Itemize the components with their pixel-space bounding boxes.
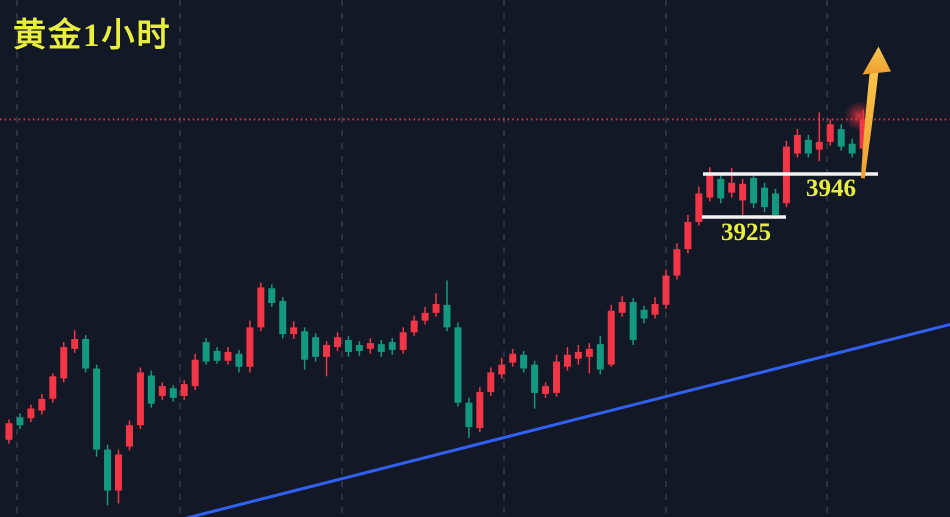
candle-body — [772, 193, 779, 215]
candle-body — [629, 301, 637, 341]
gridlines — [16, 0, 828, 517]
candle-body — [706, 172, 714, 198]
candlestick-series — [5, 109, 867, 506]
candle-body — [673, 249, 681, 276]
candle-body — [443, 304, 451, 328]
candle-body — [82, 339, 90, 369]
candle-body — [312, 337, 320, 357]
candle-body — [27, 408, 35, 419]
candle-body — [71, 339, 79, 349]
candle-body — [366, 343, 374, 349]
candle-body — [815, 141, 823, 150]
candle-body — [563, 354, 571, 367]
candle-body — [498, 364, 506, 375]
candle-body — [728, 182, 736, 193]
chart-title: 黄金1小时 — [13, 18, 172, 54]
candle-body — [257, 287, 265, 328]
candle-body — [826, 124, 834, 142]
resistance-level-label: 3946 — [806, 175, 856, 202]
candle-body — [607, 310, 615, 365]
candle-body — [16, 417, 24, 426]
candle-body — [509, 353, 517, 363]
candle-body — [60, 347, 68, 379]
candle-body — [596, 344, 604, 370]
candle-body — [618, 301, 626, 313]
candle-body — [224, 351, 232, 361]
candle-body — [761, 187, 769, 208]
candle-body — [136, 372, 144, 426]
candle-body — [695, 193, 703, 222]
candle-body — [5, 423, 13, 440]
candle-body — [115, 454, 122, 491]
candle-body — [93, 368, 101, 450]
candle-body — [202, 342, 210, 362]
candle-body — [301, 331, 309, 360]
candle-body — [125, 425, 133, 447]
candle-body — [432, 304, 440, 313]
candle-body — [454, 327, 462, 403]
candle-body — [388, 342, 396, 350]
candle-body — [104, 449, 112, 491]
candle-body — [640, 309, 648, 319]
candle-body — [531, 364, 539, 393]
candle-body — [290, 327, 298, 335]
candle-body — [399, 332, 407, 350]
candle-body — [279, 300, 287, 335]
candle-body — [585, 348, 593, 357]
candle-body — [355, 344, 363, 351]
candle-body — [344, 340, 352, 352]
candle-body — [268, 288, 276, 303]
candle-body — [49, 376, 57, 399]
candle-body — [235, 353, 243, 367]
candle-body — [246, 327, 254, 367]
candle-body — [739, 183, 747, 201]
candle-body — [334, 337, 341, 348]
candle-body — [542, 386, 550, 394]
candle-body — [421, 312, 429, 321]
candle-body — [191, 359, 199, 387]
up-arrow-head — [862, 46, 891, 75]
candle-body — [837, 129, 845, 147]
candle-body — [574, 351, 582, 359]
candle-body — [651, 304, 659, 315]
candle-body — [476, 392, 484, 429]
candle-body — [553, 361, 560, 393]
candle-body — [169, 388, 177, 398]
candle-body — [859, 119, 867, 149]
candle-body — [323, 344, 331, 357]
candle-body — [804, 139, 812, 154]
candle-body — [158, 386, 166, 396]
candle-body — [377, 344, 385, 352]
support-level-label: 3925 — [721, 219, 771, 246]
up-arrow-shaft — [861, 71, 879, 179]
candle-body — [180, 384, 188, 396]
candle-body — [410, 320, 418, 333]
candle-body — [662, 275, 670, 305]
candle-body — [465, 402, 473, 428]
trend-line[interactable] — [175, 322, 950, 517]
candle-body — [487, 372, 495, 393]
candle-body — [717, 178, 725, 199]
candle-body — [848, 143, 856, 154]
candle-body — [147, 375, 155, 404]
candle-body — [520, 354, 528, 369]
candle-body — [750, 177, 758, 204]
candle-body — [38, 398, 46, 411]
candle-body — [213, 350, 221, 361]
candle-body — [684, 221, 692, 250]
candle-body — [793, 134, 801, 154]
up-arrow-icon[interactable] — [861, 46, 891, 179]
